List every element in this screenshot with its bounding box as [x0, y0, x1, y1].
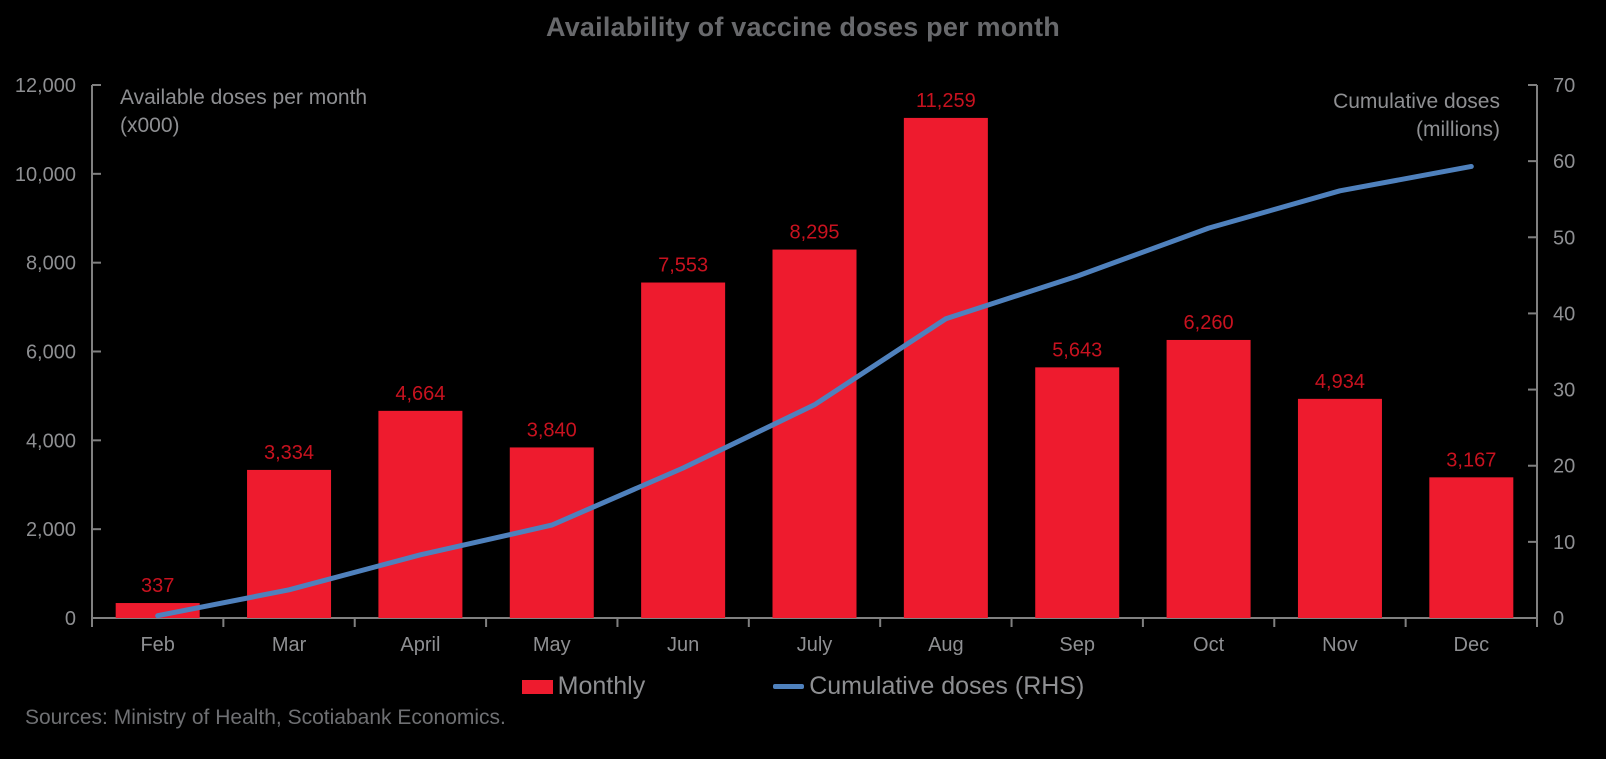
x-axis-category-label: Aug — [928, 634, 964, 656]
bar-value-label: 3,840 — [527, 419, 577, 441]
x-axis-category-label: Mar — [272, 634, 307, 656]
left-axis-tick-label: 2,000 — [26, 519, 76, 541]
right-axis-tick-label: 30 — [1553, 380, 1575, 402]
right-axis-tick-label: 60 — [1553, 151, 1575, 173]
bar-value-label: 3,167 — [1446, 449, 1496, 471]
bar-feb — [115, 603, 200, 618]
bar-july — [772, 249, 857, 618]
cumulative-line — [155, 163, 1474, 619]
left-axis-tick-label: 12,000 — [15, 75, 76, 97]
x-axis-category-label: Nov — [1322, 634, 1358, 656]
bar-sep — [1035, 367, 1120, 618]
left-axis-tick-label: 6,000 — [26, 342, 76, 364]
cumulative-line-swatch-icon — [773, 684, 805, 689]
bar-value-label: 8,295 — [789, 222, 839, 244]
left-axis-title-line1: Available doses per month — [120, 86, 368, 109]
legend-item-cumulative: Cumulative doses (RHS) — [773, 672, 1084, 701]
x-axis-category-label: Sep — [1059, 634, 1095, 656]
right-axis-tick-label: 40 — [1553, 303, 1575, 325]
x-axis-category-label: Oct — [1193, 634, 1225, 656]
legend: Monthly Cumulative doses (RHS) — [0, 672, 1606, 701]
bar-value-label: 4,664 — [395, 383, 445, 405]
bar-value-label: 11,259 — [916, 90, 976, 112]
left-axis-title: Available doses per month (x000) — [120, 84, 367, 140]
source-note: Sources: Ministry of Health, Scotiabank … — [25, 706, 506, 729]
left-axis-title-line2: (x000) — [120, 114, 180, 137]
left-axis-tick-label: 4,000 — [26, 430, 76, 452]
bar-dec — [1429, 477, 1514, 618]
bar-value-label: 3,334 — [264, 442, 314, 464]
right-axis-tick-label: 50 — [1553, 227, 1575, 249]
x-axis-category-label: May — [533, 634, 571, 656]
bar-oct — [1166, 339, 1251, 618]
bar-value-label: 5,643 — [1052, 339, 1102, 361]
x-axis-category-label: Jun — [667, 634, 699, 656]
right-axis-tick-label: 0 — [1553, 608, 1564, 630]
monthly-bar-swatch-icon — [521, 679, 553, 694]
x-axis-category-label: July — [797, 634, 833, 656]
right-axis-tick-label: 70 — [1553, 75, 1575, 97]
right-axis-tick-label: 20 — [1553, 456, 1575, 478]
x-axis-category-label: April — [400, 634, 440, 656]
bar-aug — [903, 117, 988, 618]
right-axis-title-line2: (millions) — [1416, 118, 1500, 141]
right-axis-title: Cumulative doses (millions) — [1333, 88, 1500, 144]
legend-label-cumulative: Cumulative doses (RHS) — [809, 672, 1085, 700]
left-axis-tick-label: 10,000 — [15, 164, 76, 186]
left-axis-tick-label: 8,000 — [26, 253, 76, 275]
bar-value-label: 6,260 — [1184, 312, 1234, 334]
right-axis-tick-label: 10 — [1553, 532, 1575, 554]
bar-value-label: 4,934 — [1315, 371, 1365, 393]
x-axis-category-label: Feb — [140, 634, 174, 656]
bar-value-label: 7,553 — [658, 255, 708, 277]
bar-nov — [1297, 398, 1382, 618]
chart-title: Availability of vaccine doses per month — [546, 12, 1060, 42]
right-axis-title-line1: Cumulative doses — [1333, 90, 1500, 113]
bar-value-label: 337 — [141, 575, 174, 597]
bar-april — [378, 410, 463, 618]
left-axis-tick-label: 0 — [65, 608, 76, 630]
bar-jun — [641, 282, 726, 618]
legend-item-monthly: Monthly — [521, 672, 646, 701]
x-axis-category-label: Dec — [1454, 634, 1490, 656]
legend-label-monthly: Monthly — [557, 672, 646, 700]
